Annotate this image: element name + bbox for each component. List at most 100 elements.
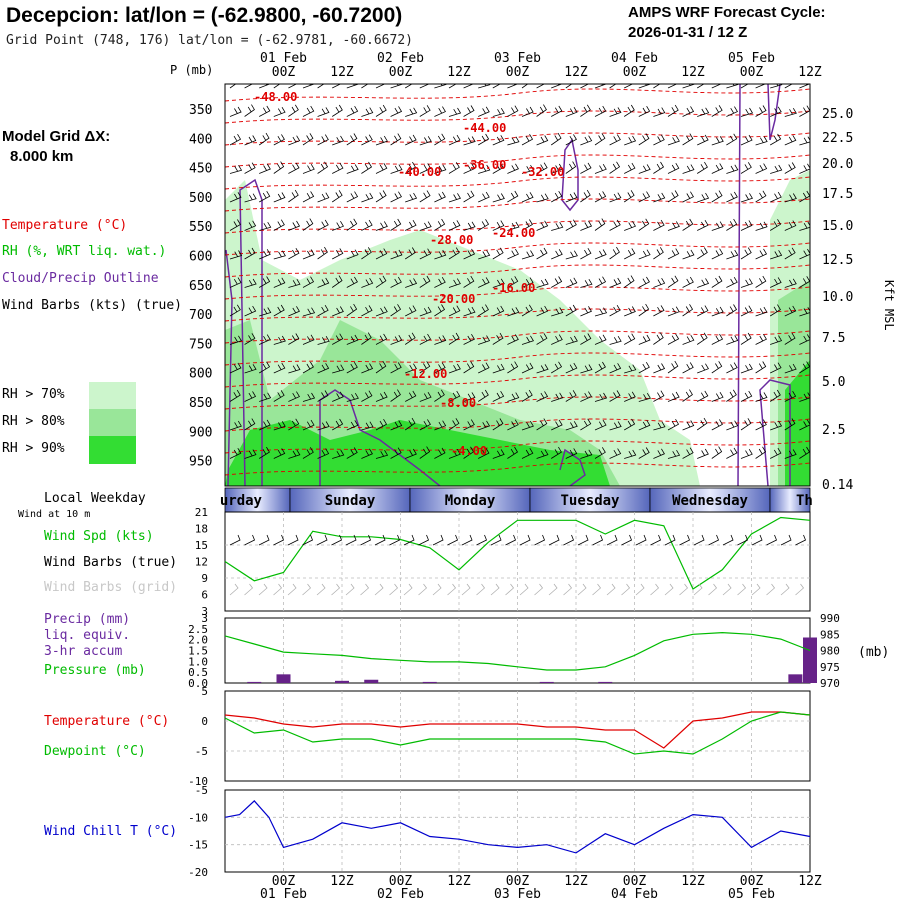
- wind-barb: [638, 164, 651, 174]
- wind-barb: [623, 275, 635, 288]
- wind-barb: [521, 133, 534, 146]
- isotherm: [225, 286, 810, 300]
- wind-barb: [580, 162, 592, 174]
- wind-barb: [726, 304, 738, 317]
- precip-bar: [803, 637, 817, 683]
- grid-point-subtitle: Grid Point (748, 176) lat/lon = (-62.978…: [6, 33, 413, 48]
- wind-barb: [696, 417, 708, 431]
- wind-barb: [492, 193, 505, 203]
- pressure-tick-label: 450: [189, 162, 212, 177]
- wind-barb: [609, 335, 622, 345]
- wind-barb: [419, 221, 432, 231]
- wind-barb: [770, 277, 782, 288]
- wind-barb: [580, 418, 592, 431]
- wind-barb: [259, 392, 272, 402]
- wind-barb: [507, 276, 519, 288]
- wind-barb: [594, 276, 607, 288]
- wind-barb: [405, 192, 418, 203]
- wind-barb-true: [229, 534, 241, 546]
- legend-precip-liq: liq. equiv.: [44, 628, 131, 643]
- wind-barb: [331, 275, 343, 288]
- wind-barb-true: [273, 534, 285, 546]
- wind-barb: [696, 332, 708, 345]
- wind-barb: [478, 133, 490, 146]
- wind-barb: [624, 306, 636, 317]
- wind-barb: [755, 275, 767, 288]
- wind-barb: [580, 135, 593, 146]
- wind-barb: [332, 248, 344, 260]
- precip-panel-rtick: 990: [820, 612, 840, 625]
- wind-barb-grid: [360, 583, 370, 596]
- wind-barb: [638, 420, 651, 431]
- model-grid-label: Model Grid ΔX:: [2, 128, 111, 145]
- weekday-label: Monday: [445, 493, 496, 509]
- wind-barb: [244, 135, 257, 146]
- wind-barb: [580, 104, 591, 117]
- temperature-contour-label: -44.00: [463, 121, 506, 135]
- pressure-tick-label: 850: [189, 396, 212, 411]
- wind-barb: [580, 189, 591, 203]
- wind-barb: [258, 446, 270, 459]
- wind-barb-true: [621, 534, 633, 546]
- wind-barb: [711, 190, 723, 203]
- wind-barb: [492, 305, 505, 317]
- legend-dewpoint: Dewpoint (°C): [44, 744, 146, 759]
- wind-barb: [667, 333, 680, 345]
- wind-barb: [288, 220, 301, 231]
- wind-barb: [638, 249, 651, 260]
- pressure-axis-title: P (mb): [170, 63, 213, 77]
- wind-barb: [609, 161, 621, 174]
- wind-barb-grid: [650, 583, 660, 596]
- wind-barb-true: [635, 534, 647, 546]
- wind-barb: [697, 192, 710, 203]
- wind-barb-grid: [751, 583, 761, 596]
- wind-barb: [507, 334, 519, 345]
- wind-barb: [624, 84, 634, 89]
- wind-barb: [740, 247, 752, 260]
- kft-tick-label: 2.5: [822, 423, 845, 438]
- wind-barb: [229, 277, 242, 288]
- wind-barb: [448, 332, 460, 345]
- wind-barb: [594, 307, 608, 317]
- wind-barb: [346, 420, 359, 431]
- wind-barb: [653, 363, 666, 374]
- top-time-tick: 00Z: [272, 65, 296, 80]
- wind-barb: [740, 278, 753, 288]
- wind-barb-true: [432, 534, 444, 546]
- wind-barb-grid: [432, 583, 442, 596]
- wind-barb-grid: [693, 583, 703, 596]
- wind-barb: [784, 193, 797, 203]
- wind-barb: [799, 248, 810, 260]
- bottom-day-label: 05 Feb: [728, 887, 775, 900]
- wind-barb: [302, 249, 315, 260]
- wind-barb: [770, 133, 782, 146]
- wind-barb: [332, 418, 344, 431]
- precip-bar: [335, 680, 349, 683]
- wind-barb-true: [374, 534, 386, 546]
- precip-panel-rtick: 970: [820, 677, 840, 690]
- wind-barb: [404, 84, 413, 89]
- wind-barb: [273, 335, 286, 345]
- wind-barb: [624, 220, 636, 231]
- temp-panel-ytick: 5: [201, 685, 208, 698]
- legend-local-weekday: Local Weekday: [44, 491, 146, 506]
- wind-barb: [229, 420, 242, 431]
- wind-barb: [229, 250, 243, 260]
- pressure-tick-label: 950: [189, 455, 212, 470]
- wind-barb-true: [519, 534, 531, 546]
- weekday-label: urday: [220, 493, 263, 509]
- wind-barb: [375, 190, 387, 203]
- legend-precip-accum: 3-hr accum: [44, 644, 123, 659]
- wind-barb: [711, 419, 723, 431]
- bottom-time-tick: 00Z: [740, 874, 764, 889]
- wind-barb: [740, 220, 753, 231]
- top-time-tick: 12Z: [564, 65, 588, 80]
- wind-barb-true: [476, 534, 488, 546]
- wind-barb: [740, 193, 754, 203]
- wind-barb: [244, 333, 256, 345]
- wind-barb: [477, 219, 490, 231]
- wind-barb-grid: [766, 583, 776, 596]
- wind-barb: [696, 84, 705, 89]
- wind-barb: [770, 106, 782, 117]
- wind-barb-grid: [679, 583, 689, 596]
